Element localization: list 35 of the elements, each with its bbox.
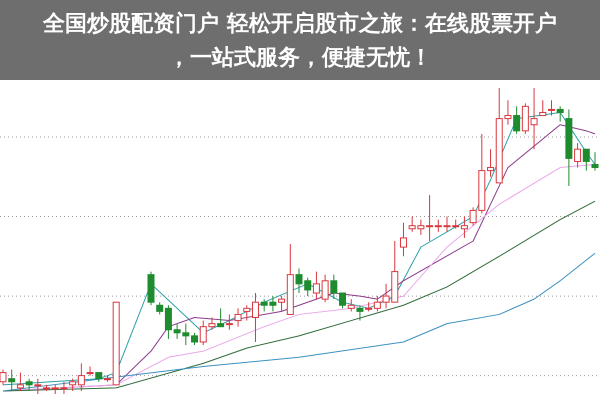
candlestick bbox=[470, 206, 477, 226]
candlestick bbox=[556, 106, 564, 122]
candlestick bbox=[504, 100, 512, 126]
candlestick bbox=[365, 302, 372, 312]
candlestick bbox=[548, 100, 555, 116]
candlestick bbox=[278, 296, 286, 312]
candlestick bbox=[226, 314, 233, 330]
candlestick bbox=[8, 369, 16, 392]
candlestick bbox=[26, 378, 33, 392]
chart-title: 全国炒股配资门户 轻松开启股市之旅：在线股票开户，一站式服务，便捷无忧！ bbox=[42, 10, 557, 71]
candlestick bbox=[582, 148, 590, 172]
candlestick bbox=[539, 100, 546, 116]
candlestick bbox=[356, 304, 364, 322]
candlestick bbox=[208, 317, 216, 330]
candlestick bbox=[574, 142, 582, 168]
candlestick bbox=[60, 381, 68, 394]
candlestick bbox=[513, 106, 520, 134]
candlestick bbox=[0, 369, 6, 386]
candlestick bbox=[592, 152, 598, 172]
candlestick bbox=[69, 378, 76, 392]
candlestick bbox=[234, 308, 242, 328]
candlestick bbox=[86, 366, 94, 376]
candlestick bbox=[16, 372, 24, 392]
candlestick bbox=[95, 372, 102, 382]
candlestick bbox=[460, 216, 468, 238]
candlestick bbox=[408, 216, 416, 232]
candlestick bbox=[34, 378, 42, 394]
candlestick bbox=[78, 362, 85, 392]
candlestick bbox=[156, 302, 164, 315]
candlestick bbox=[260, 298, 268, 312]
candlestick bbox=[269, 296, 276, 312]
candlestick bbox=[400, 222, 407, 257]
candlestick bbox=[217, 308, 224, 328]
candlestick bbox=[200, 320, 207, 346]
candlestick bbox=[348, 298, 355, 312]
